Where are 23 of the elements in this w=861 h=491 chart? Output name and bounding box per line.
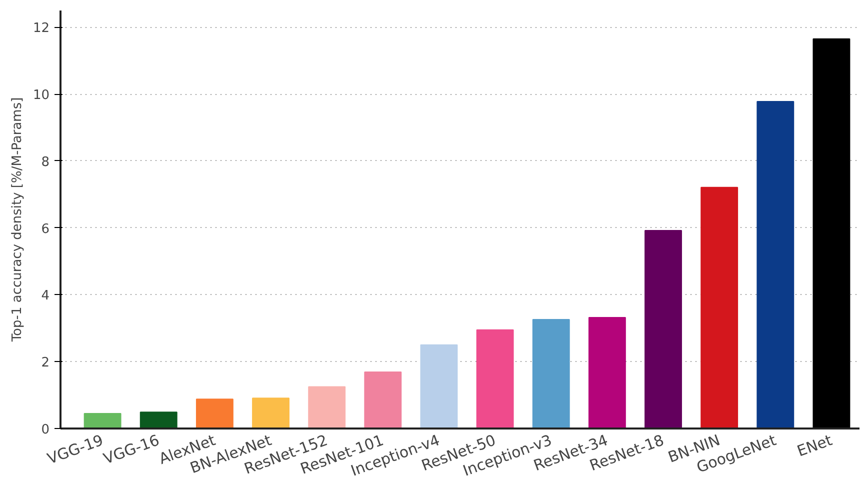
bar — [644, 230, 682, 428]
bar — [308, 386, 346, 428]
y-tick-label: 2 — [41, 356, 50, 371]
y-tick-label: 12 — [32, 21, 50, 36]
y-tick-label: 6 — [41, 222, 50, 237]
y-tick-label: 8 — [41, 154, 50, 170]
y-tick-label: 10 — [32, 88, 50, 104]
bar — [420, 344, 458, 428]
bar — [700, 186, 738, 428]
y-tick-label: 0 — [41, 422, 50, 438]
y-axis-title: Top-1 accuracy density [%/M-Params] — [10, 97, 25, 343]
bar — [588, 316, 626, 428]
bar — [196, 398, 234, 428]
bar — [140, 412, 178, 428]
bar — [812, 38, 850, 428]
bar — [252, 398, 290, 428]
bar — [84, 412, 122, 428]
bar — [364, 371, 402, 428]
y-tick-label: 4 — [41, 288, 50, 304]
x-tick-label: ENet — [794, 431, 835, 460]
bar — [756, 100, 794, 428]
bar — [476, 329, 514, 428]
bar — [532, 318, 570, 428]
